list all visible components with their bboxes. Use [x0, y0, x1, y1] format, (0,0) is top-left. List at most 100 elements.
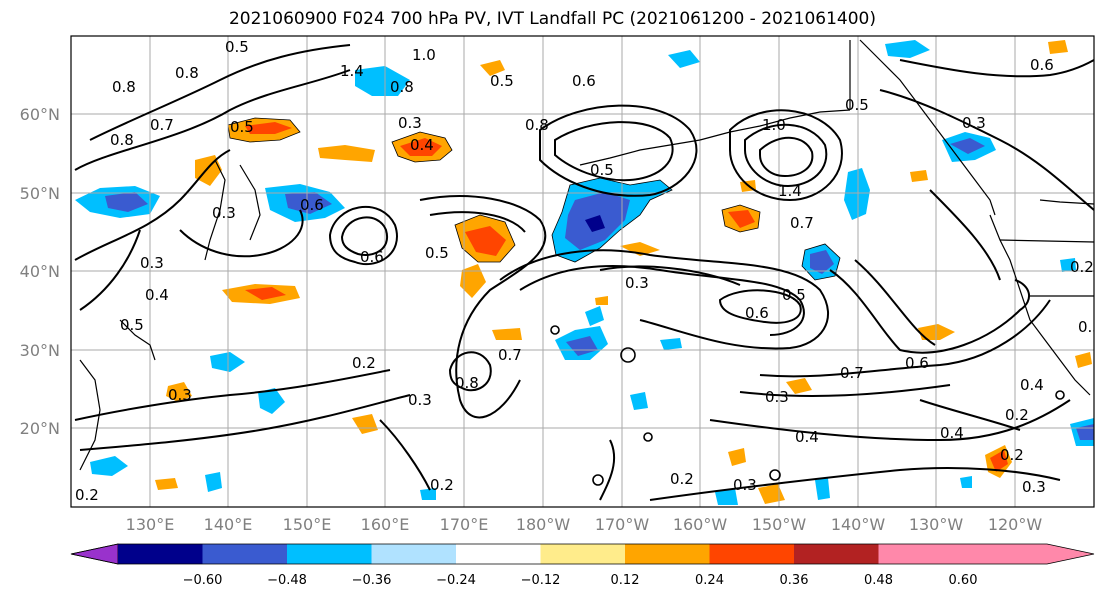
colorbar-cell: [625, 544, 710, 564]
colorbar-tick: −0.24: [436, 573, 476, 588]
svg-text:0.5: 0.5: [120, 316, 144, 334]
coastlines: [79, 39, 1094, 471]
lat-label: 30°N: [20, 341, 60, 360]
colorbar: −0.60 −0.48 −0.36 −0.24 −0.12 0.12 0.24 …: [70, 543, 1095, 588]
longitude-labels: 130°E 140°E 150°E 160°E 170°E 180°W 170°…: [126, 515, 1043, 534]
contour-labels: 0.5 0.8 1.4 0.8 0.5 1.0 0.6 0.6 0.8 0.7 …: [75, 38, 1102, 504]
colorbar-cell: [709, 544, 794, 564]
colorbar-cell: [794, 544, 879, 564]
lon-label: 170°E: [440, 515, 489, 534]
svg-text:0.4: 0.4: [410, 136, 434, 154]
lat-label: 60°N: [20, 105, 60, 124]
svg-text:0.8: 0.8: [525, 116, 549, 134]
svg-text:0.4: 0.4: [145, 286, 169, 304]
svg-text:0.2: 0.2: [75, 486, 99, 504]
colorbar-cell: [456, 544, 541, 564]
lon-label: 170°W: [595, 515, 650, 534]
pv-outlines: [227, 117, 841, 281]
colorbar-tick: −0.48: [267, 573, 307, 588]
svg-text:0.8: 0.8: [455, 374, 479, 392]
lon-label: 150°W: [752, 515, 807, 534]
svg-text:0.2: 0.2: [1005, 406, 1029, 424]
svg-text:0.4: 0.4: [940, 424, 964, 442]
colorbar-tick: −0.36: [352, 573, 392, 588]
svg-text:0.8: 0.8: [390, 78, 414, 96]
lat-label: 20°N: [20, 419, 60, 438]
svg-text:1.0: 1.0: [412, 46, 436, 64]
svg-text:1.4: 1.4: [340, 62, 364, 80]
colorbar-tick: 0.36: [780, 573, 809, 588]
svg-text:0.3: 0.3: [1022, 478, 1046, 496]
map-content: 0.5 0.8 1.4 0.8 0.5 1.0 0.6 0.6 0.8 0.7 …: [71, 36, 1102, 507]
svg-text:0.3: 0.3: [625, 274, 649, 292]
svg-text:0.3: 0.3: [962, 114, 986, 132]
colorbar-cell: [371, 544, 456, 564]
lon-label: 140°W: [831, 515, 886, 534]
colorbar-extend-low: [70, 543, 119, 565]
lon-label: 140°E: [204, 515, 253, 534]
svg-text:0.3: 0.3: [733, 476, 757, 494]
svg-text:0.3: 0.3: [408, 391, 432, 409]
lon-label: 180°W: [516, 515, 571, 534]
svg-text:0.3: 0.3: [765, 388, 789, 406]
lat-label: 40°N: [20, 262, 60, 281]
svg-text:0.7: 0.7: [150, 116, 174, 134]
map-title: 2021060900 F024 700 hPa PV, IVT Landfall…: [228, 9, 876, 29]
colorbar-cell: [878, 544, 963, 564]
small-contours: [550, 325, 1065, 486]
colorbar-cell: [118, 544, 203, 564]
svg-text:0.5: 0.5: [230, 118, 254, 136]
lon-label: 160°E: [361, 515, 410, 534]
lat-label: 50°N: [20, 184, 60, 203]
svg-text:0.7: 0.7: [790, 214, 814, 232]
svg-text:0.6: 0.6: [572, 72, 596, 90]
ivt-contours: [74, 44, 1094, 501]
svg-text:0.3: 0.3: [1078, 318, 1102, 336]
lon-label: 130°W: [909, 515, 964, 534]
colorbar-tick: 0.12: [611, 573, 640, 588]
svg-text:0.3: 0.3: [140, 254, 164, 272]
svg-text:0.5: 0.5: [225, 38, 249, 56]
colorbar-tick: 0.24: [695, 573, 724, 588]
svg-text:0.6: 0.6: [360, 248, 384, 266]
svg-text:0.8: 0.8: [112, 78, 136, 96]
lon-label: 120°W: [988, 515, 1043, 534]
svg-text:0.3: 0.3: [212, 204, 236, 222]
map-frame: [70, 35, 1095, 508]
svg-text:0.6: 0.6: [300, 196, 324, 214]
lon-label: 160°W: [673, 515, 728, 534]
lon-label: 150°E: [283, 515, 332, 534]
svg-text:0.4: 0.4: [1020, 376, 1044, 394]
svg-text:0.5: 0.5: [782, 286, 806, 304]
svg-text:0.6: 0.6: [745, 304, 769, 322]
colorbar-cell: [540, 544, 625, 564]
svg-text:0.2: 0.2: [1070, 258, 1094, 276]
svg-text:0.4: 0.4: [795, 428, 819, 446]
colorbar-tick: 0.48: [864, 573, 893, 588]
colorbar-tick: −0.12: [521, 573, 561, 588]
positive-pv-fills: [155, 40, 1092, 504]
graticule: [71, 36, 1094, 507]
svg-text:0.2: 0.2: [430, 476, 454, 494]
svg-text:0.2: 0.2: [352, 354, 376, 372]
svg-text:0.5: 0.5: [590, 161, 614, 179]
svg-text:0.6: 0.6: [905, 354, 929, 372]
colorbar-cell: [202, 544, 287, 564]
svg-text:1.0: 1.0: [762, 116, 786, 134]
svg-text:0.8: 0.8: [110, 131, 134, 149]
colorbar-extend-high: [963, 544, 1094, 564]
svg-text:0.7: 0.7: [498, 346, 522, 364]
svg-text:0.5: 0.5: [845, 96, 869, 114]
colorbar-tick: 0.60: [949, 573, 978, 588]
svg-text:0.7: 0.7: [840, 364, 864, 382]
colorbar-tick: −0.60: [183, 573, 223, 588]
svg-text:0.3: 0.3: [398, 114, 422, 132]
lon-label: 130°E: [126, 515, 175, 534]
colorbar-cell: [287, 544, 372, 564]
svg-text:0.3: 0.3: [168, 386, 192, 404]
svg-text:1.4: 1.4: [778, 182, 802, 200]
svg-text:0.5: 0.5: [490, 72, 514, 90]
svg-text:0.8: 0.8: [175, 64, 199, 82]
svg-text:0.6: 0.6: [1030, 56, 1054, 74]
